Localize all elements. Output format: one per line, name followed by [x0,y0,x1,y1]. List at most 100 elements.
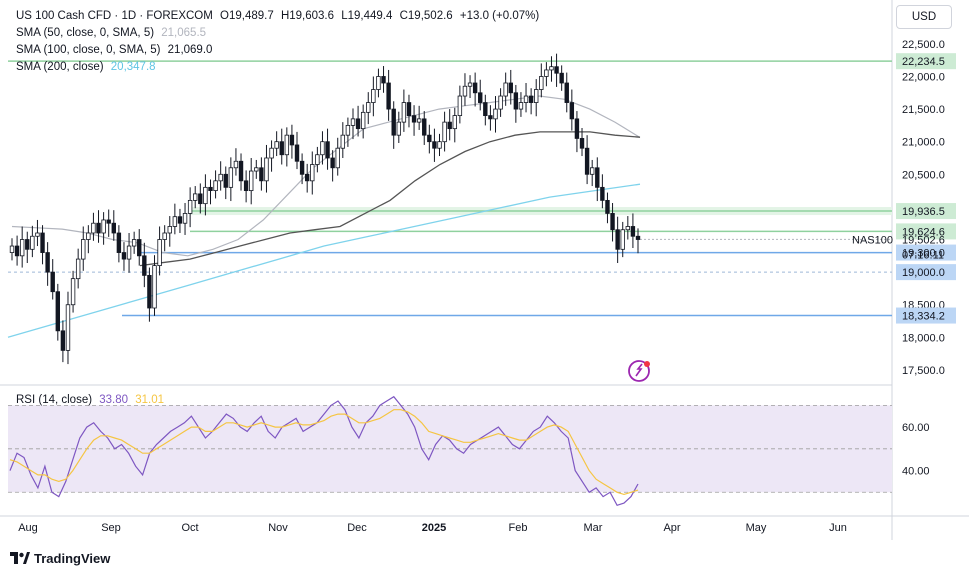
low-value: L19,449.4 [341,10,393,22]
sma100-legend[interactable]: SMA (100, close, 0, SMA, 5) 21,069.0 [16,43,216,58]
level-price-label: 22,234.5 [902,56,945,68]
rsi-tick-label: 40.00 [902,466,930,478]
open-value: O19,489.7 [220,10,274,22]
candle-body [233,160,239,169]
candle-body [508,82,513,94]
level-price-tag [896,264,956,281]
last-price-label: 19,502.6 [902,234,945,246]
tradingview-logo-icon [10,552,30,564]
sma50-label: SMA (50, close, 0, SMA, 5) [16,27,155,39]
candle-body [213,180,218,192]
level-price-tag [896,203,956,220]
candle-body [610,213,615,231]
candle-body [396,121,401,136]
candle-body [238,160,244,182]
ohlc-legend: US 100 Cash CFD · 1D · FOREXCOM O19,489.… [16,9,543,24]
currency-button[interactable]: USD [896,5,952,29]
candle-body [162,232,167,240]
sma-line [7,183,641,338]
candle-body [488,115,493,120]
symbol-label[interactable]: US 100 Cash CFD · 1D · FOREXCOM [16,10,213,22]
candle-body [137,239,142,257]
candle-body [422,118,427,136]
candle-body [55,291,61,332]
rsi-ma-line [9,409,639,496]
candle-body [111,222,116,234]
candle-body [340,134,346,149]
candle-body [579,138,585,149]
x-tick-label: May [746,522,767,534]
candle-body [534,89,539,103]
candle-body [345,124,351,136]
candle-body [264,157,269,182]
sma50-value: 21,065.5 [161,27,207,39]
candle-body [218,173,223,182]
candle-body [269,147,274,159]
candle-body [315,154,320,165]
candle-body [564,82,569,103]
candle-body [386,82,391,110]
candle-body [75,258,81,280]
level-price-tag [896,307,956,324]
rsi-value: 33.80 [99,394,129,406]
candle-body [437,141,442,149]
tradingview-brand[interactable]: TradingView [10,551,110,566]
x-tick-label: 2025 [422,522,446,534]
rsi-legend[interactable]: RSI (14, close) 33.80 31.01 [16,393,168,408]
candle-body [518,102,524,110]
level-price-tag [896,223,956,240]
candle-body [381,76,386,84]
candle-body [625,226,631,231]
candle-body [483,102,488,117]
y-tick-label: 17,500.0 [902,365,945,377]
indicator-icon[interactable] [628,360,650,382]
candle-body [30,235,35,250]
candle-body [40,232,45,253]
candle-body [528,95,534,103]
candle-body [121,252,127,260]
candle-body [630,226,636,237]
candle-body [284,134,290,156]
y-tick-label: 18,000.0 [902,332,945,344]
candle-body [366,102,371,113]
candle-body [350,118,356,126]
candle-body [549,66,554,71]
candle-body [411,115,417,123]
candle-body [65,304,71,351]
sma-line [139,131,641,267]
candle-body [304,173,310,182]
candle-body [310,164,315,182]
candle-body [167,226,172,234]
candle-body [513,92,519,110]
brand-label: TradingView [34,551,111,566]
candle-body [427,134,432,143]
rsi-pane [8,395,892,507]
candle-body [493,108,498,120]
candle-body [360,111,366,130]
x-tick-label: Nov [268,522,288,534]
candle-body [147,274,152,309]
candle-body [559,72,564,84]
candle-body [193,193,198,201]
x-tick-label: Mar [584,522,603,534]
candle-body [182,213,188,224]
candle-body [335,147,340,169]
sma200-legend[interactable]: SMA (200, close) 20,347.8 [16,60,160,75]
candle-body [172,216,178,227]
candle-body [503,82,508,97]
candle-body [615,229,620,250]
candle-body [187,199,193,214]
candle-body [467,82,473,87]
candle-body [595,167,600,188]
candle-body [142,255,147,276]
level-price-label: 18,334.2 [902,311,945,323]
candle-body [96,222,101,234]
candle-body [498,95,503,110]
candle-body [101,219,106,234]
sma50-legend[interactable]: SMA (50, close, 0, SMA, 5) 21,065.5 [16,26,210,41]
candle-body [569,102,575,120]
x-tick-label: Feb [509,522,528,534]
candle-body [50,271,55,293]
candle-body [605,199,610,214]
